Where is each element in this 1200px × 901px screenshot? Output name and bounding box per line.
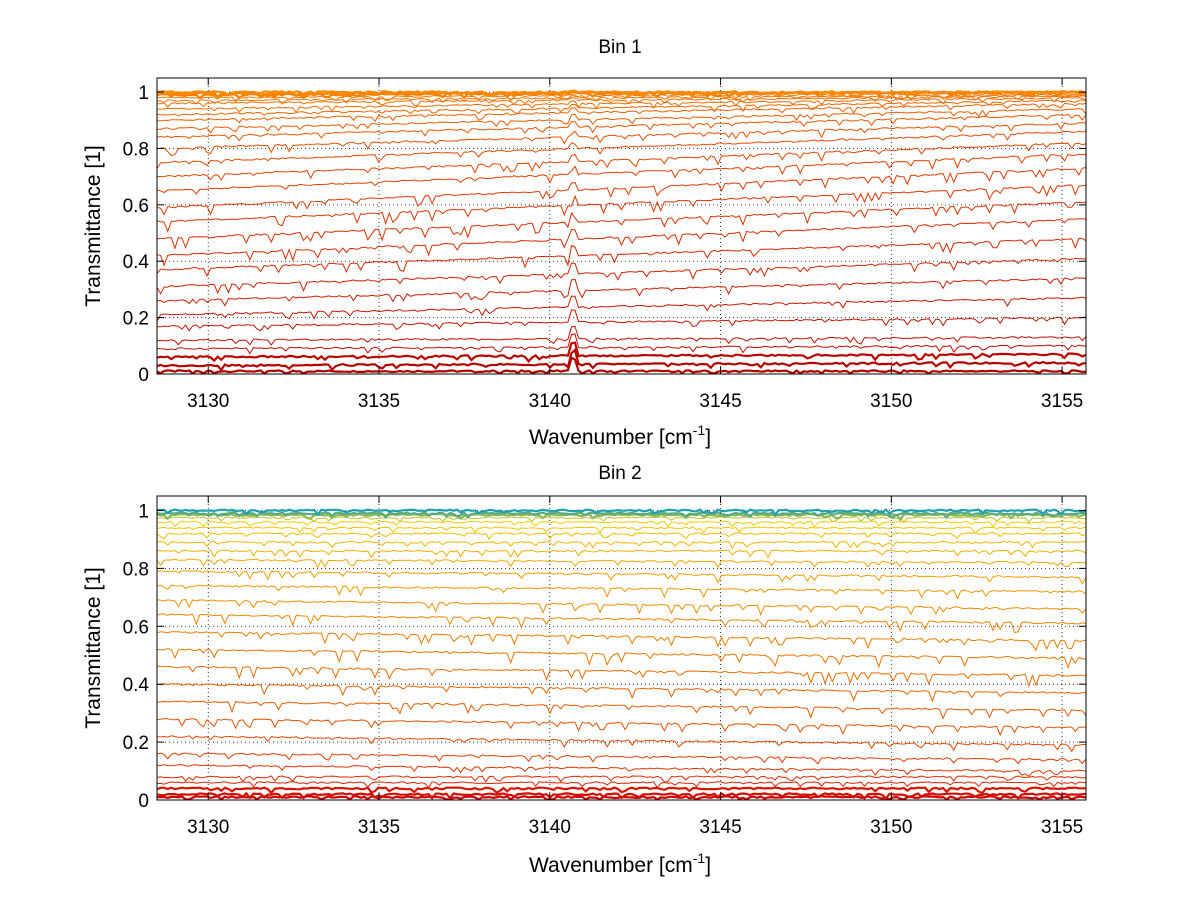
- chart2-series-line-11: [157, 665, 1086, 688]
- chart1-series-line-10: [157, 218, 1086, 267]
- chart1-y-tick-label: 0: [138, 365, 149, 386]
- chart2-panel: 3130 3135 3140 3145 3150 3155 0 0.2 0.4 0.6 0.8 1 Bi…: [82, 463, 1087, 877]
- chart1-y-tick-label: 0.8: [123, 139, 149, 160]
- chart2-series-line-5: [157, 764, 1086, 777]
- chart2-series-line-23: [157, 520, 1086, 528]
- chart2-series-line-1: [157, 791, 1086, 800]
- chart1-series-line-19: [157, 108, 1086, 134]
- chart1-series-line-3: [157, 333, 1086, 355]
- chart1-series-line-17: [157, 122, 1086, 156]
- chart2-x-tick-label: 3140: [529, 817, 571, 838]
- chart2-series-line-18: [157, 558, 1086, 569]
- chart1-series-line-6: [157, 295, 1086, 322]
- chart2-series-line-27: [157, 508, 1086, 517]
- chart2-series-line-12: [157, 648, 1086, 669]
- chart2-x-tick-label: 3150: [870, 817, 912, 838]
- chart1-series-line-4: [157, 325, 1086, 346]
- chart2-series-line-26: [157, 511, 1086, 520]
- chart2-y-tick-label: 0: [138, 791, 149, 812]
- chart2-y-tick-label: 0.6: [123, 617, 149, 638]
- chart1-series-line-5: [157, 309, 1086, 332]
- chart2-y-tick-label: 1: [138, 501, 149, 522]
- chart1-series-line-25: [157, 92, 1086, 103]
- chart2-x-tick-label: 3130: [187, 817, 229, 838]
- chart2-y-tick-label: 0.2: [123, 733, 149, 754]
- chart2-series-line-4: [157, 775, 1086, 783]
- chart1-series-line-14: [157, 153, 1086, 195]
- chart2-x-tick-label: 3145: [699, 817, 741, 838]
- chart2-series-line-24: [157, 516, 1086, 524]
- chart2-series-line-21: [157, 532, 1086, 540]
- chart2-series-line-15: [157, 599, 1086, 617]
- chart1-y-tick-label: 0.4: [123, 252, 150, 273]
- chart1-x-tick-label: 3150: [870, 391, 912, 412]
- chart2-y-tick-label: 0.8: [123, 559, 149, 580]
- chart2-x-tick-label: 3135: [358, 817, 400, 838]
- chart2-series-line-10: [157, 682, 1086, 703]
- chart1-series-line-22: [157, 96, 1086, 113]
- chart2-axes-box: [156, 495, 1087, 801]
- chart2-series-line-22: [157, 526, 1086, 535]
- chart1-x-tick-label: 3130: [187, 391, 229, 412]
- chart1-series-line-0: [157, 356, 1086, 374]
- chart1-x-tick-label: 3155: [1041, 391, 1083, 412]
- chart1-x-axis-label: Wavenumber [cm-1]: [529, 422, 711, 449]
- chart1-panel: 3130 3135 3140 3145 3150 3155 0 0.2 0.4 0.6 0.8 1 Bi…: [82, 37, 1087, 449]
- chart2-y-tick-label: 0.4: [123, 675, 150, 696]
- chart1-y-axis-label: Transmittance [1]: [82, 145, 105, 306]
- chart1-y-tick-label: 0.2: [123, 309, 149, 330]
- chart1-series-line-23: [157, 95, 1086, 108]
- chart1-series-line-16: [157, 130, 1086, 170]
- chart1-series-line-9: [157, 237, 1086, 278]
- chart2-y-axis-label: Transmittance [1]: [82, 567, 105, 728]
- chart1-series-line-21: [157, 99, 1086, 117]
- chart1-series-group: [157, 89, 1086, 374]
- chart2-series-line-19: [157, 549, 1086, 559]
- chart2-series-line-16: [157, 584, 1086, 600]
- chart1-title: Bin 1: [598, 37, 641, 58]
- chart1-series-line-13: [157, 167, 1086, 216]
- chart2-series-line-17: [157, 570, 1086, 585]
- chart2-series-group: [157, 508, 1086, 800]
- chart2-series-line-13: [157, 631, 1086, 652]
- chart1-x-tick-label: 3145: [699, 391, 741, 412]
- chart1-y-tick-label: 1: [138, 83, 149, 104]
- chart2-series-line-7: [157, 735, 1086, 753]
- chart1-axes-box: [156, 77, 1087, 375]
- chart1-series-line-2: [157, 341, 1086, 363]
- chart1-series-line-15: [157, 142, 1086, 181]
- chart1-series-line-18: [157, 113, 1086, 142]
- chart1-series-line-1: [157, 347, 1086, 372]
- chart1-y-tick-label: 0.6: [123, 196, 149, 217]
- chart1-series-line-28: [157, 89, 1086, 99]
- chart2-series-line-14: [157, 613, 1086, 633]
- chart2-series-line-6: [157, 752, 1086, 765]
- chart1-series-line-11: [157, 201, 1086, 250]
- chart1-x-tick-label: 3140: [529, 391, 571, 412]
- chart2-title: Bin 2: [598, 463, 641, 484]
- chart1-series-line-12: [157, 184, 1086, 233]
- chart1-series-line-8: [157, 257, 1086, 295]
- chart2-series-line-2: [157, 786, 1086, 795]
- chart2-series-line-8: [157, 718, 1086, 737]
- chart2-x-axis-label: Wavenumber [cm-1]: [529, 850, 711, 877]
- chart2-series-line-3: [157, 781, 1086, 789]
- chart2-series-line-20: [157, 540, 1086, 550]
- chart2-series-line-9: [157, 700, 1086, 720]
- chart1-series-line-7: [157, 277, 1086, 307]
- chart2-x-tick-label: 3155: [1041, 817, 1083, 838]
- chart1-x-tick-label: 3135: [358, 391, 400, 412]
- chart1-series-line-20: [157, 102, 1086, 124]
